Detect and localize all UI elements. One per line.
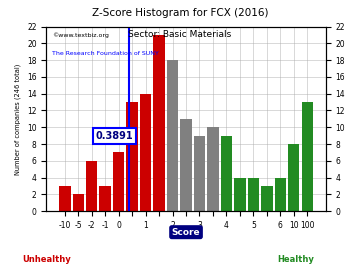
Bar	[167, 60, 178, 211]
Bar	[261, 186, 273, 211]
Bar	[275, 178, 286, 211]
Bar	[234, 178, 246, 211]
Bar	[207, 127, 219, 211]
Text: ©www.textbiz.org: ©www.textbiz.org	[52, 32, 109, 38]
Bar	[59, 186, 71, 211]
Bar	[140, 94, 151, 211]
Y-axis label: Number of companies (246 total): Number of companies (246 total)	[15, 63, 22, 174]
Bar	[288, 144, 300, 211]
Bar	[99, 186, 111, 211]
Text: Healthy: Healthy	[277, 255, 314, 264]
Text: Z-Score Histogram for FCX (2016): Z-Score Histogram for FCX (2016)	[92, 8, 268, 18]
Bar	[248, 178, 259, 211]
Bar	[153, 35, 165, 211]
Bar	[86, 161, 98, 211]
Bar	[221, 136, 232, 211]
Text: Unhealthy: Unhealthy	[22, 255, 71, 264]
Bar	[302, 102, 313, 211]
Bar	[180, 119, 192, 211]
Text: Sector: Basic Materials: Sector: Basic Materials	[129, 30, 231, 39]
Text: 0.3891: 0.3891	[95, 131, 133, 141]
Text: Score: Score	[172, 228, 201, 237]
Text: The Research Foundation of SUNY: The Research Foundation of SUNY	[52, 50, 159, 56]
Bar	[126, 102, 138, 211]
Bar	[73, 194, 84, 211]
Bar	[113, 152, 125, 211]
Bar	[194, 136, 205, 211]
